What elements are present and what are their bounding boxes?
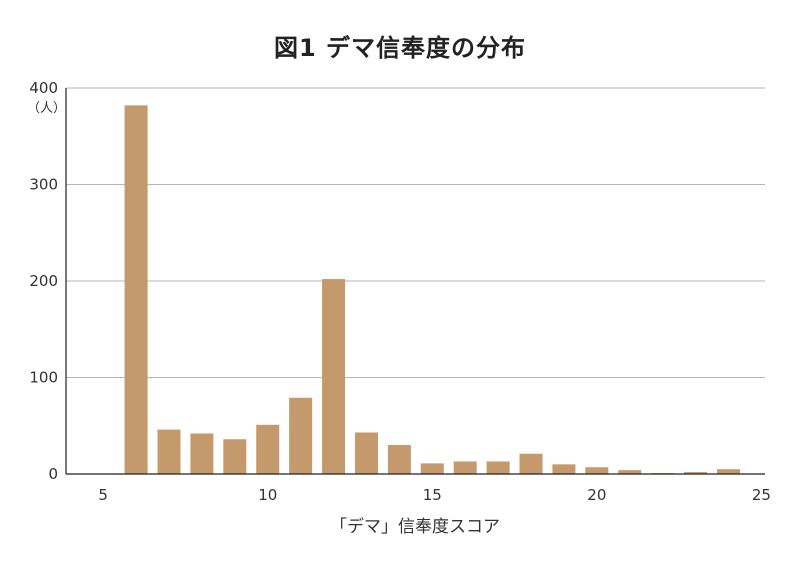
bars	[124, 105, 740, 475]
x-tick-label: 25	[752, 486, 771, 504]
bar	[289, 397, 313, 474]
y-tick-label: 100	[29, 369, 58, 387]
bar	[684, 472, 708, 474]
y-tick-labels: 0 100 200 300 400	[29, 79, 58, 483]
bar	[552, 464, 576, 474]
y-tick-label: 400	[29, 79, 58, 97]
bar	[716, 469, 740, 474]
x-tick-label: 20	[587, 486, 606, 504]
x-tick-label: 15	[423, 486, 442, 504]
bar	[420, 463, 444, 474]
y-tick-label: 300	[29, 176, 58, 194]
bar	[256, 424, 280, 474]
x-tick-label: 10	[258, 486, 277, 504]
axes	[65, 88, 765, 475]
y-tick-label: 200	[29, 272, 58, 290]
bar	[157, 429, 181, 474]
bar	[190, 433, 214, 474]
bar	[453, 461, 477, 474]
bar	[223, 439, 247, 474]
bar	[486, 461, 510, 474]
bar	[124, 105, 148, 475]
bar	[585, 467, 609, 474]
bar	[322, 279, 346, 474]
bar	[387, 445, 411, 474]
x-axis-label: 「デマ」信奉度スコア	[330, 516, 500, 537]
y-tick-label: 0	[48, 465, 58, 483]
x-tick-label: 5	[98, 486, 108, 504]
bar	[618, 470, 642, 474]
chart-title: 図1 デマ信奉度の分布	[273, 34, 527, 62]
gridlines	[66, 87, 765, 378]
y-axis-unit: （人）	[27, 101, 66, 116]
bar	[519, 453, 543, 474]
x-tick-labels: 5 10 15 20 25	[98, 486, 771, 504]
bar	[354, 432, 378, 474]
